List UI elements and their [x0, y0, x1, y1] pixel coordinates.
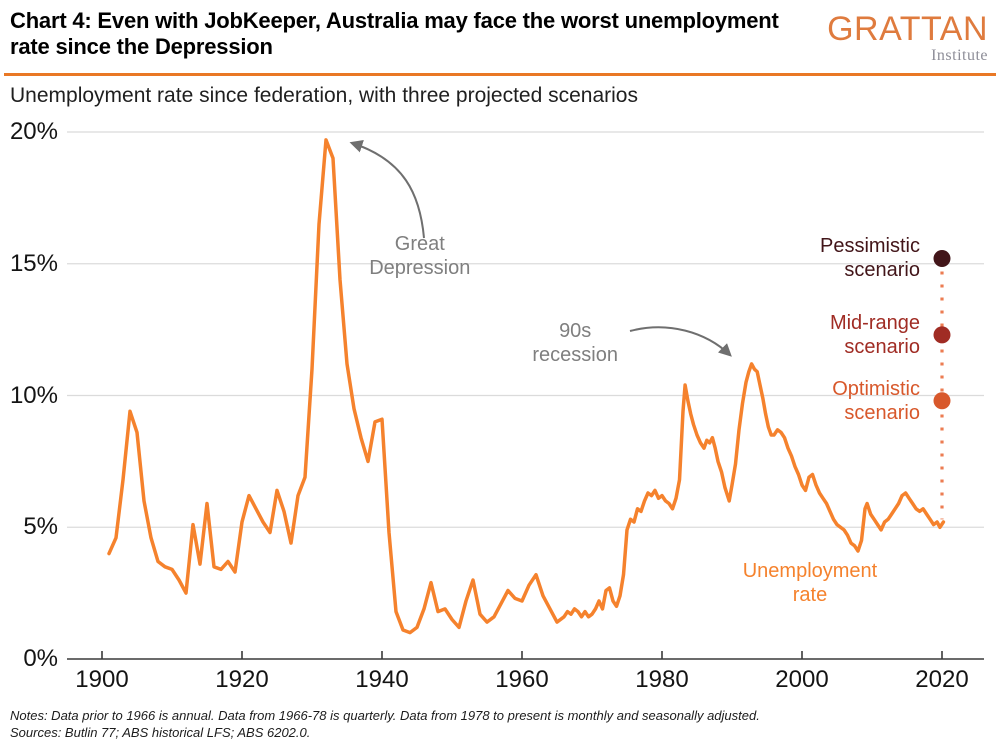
x-tick-label-1920: 1920 — [215, 666, 269, 693]
nineties-recession-arrow — [629, 326, 732, 357]
scenario-dot-optimistic — [933, 392, 951, 410]
y-tick-label-20%: 20% — [9, 118, 58, 145]
x-tick-label-1900: 1900 — [75, 666, 129, 693]
great-depression-arrow — [349, 140, 425, 239]
y-tick-label-15%: 15% — [9, 249, 58, 277]
series-label-unemployment-rate: Unemployment rate — [742, 560, 878, 606]
chart-sources: Sources: Butlin 77; ABS historical LFS; … — [10, 725, 311, 740]
grattan-logo: GRATTAN Institute — [827, 12, 988, 65]
nineties-recession-label: 90s recession — [532, 319, 618, 366]
scenario-label-mid-range: Mid-range scenario — [829, 311, 920, 358]
x-tick-label-2000: 2000 — [775, 666, 829, 693]
scenario-dot-pessimistic — [933, 249, 951, 267]
scenario-label-optimistic: Optimistic scenario — [832, 377, 920, 424]
chart-notes: Notes: Data prior to 1966 is annual. Dat… — [10, 708, 760, 723]
y-tick-label-5%: 5% — [23, 513, 58, 541]
page-title: Chart 4: Even with JobKeeper, Australia … — [10, 8, 779, 59]
great-depression-label: Great Depression — [369, 232, 471, 279]
grattan-wordmark: GRATTAN — [827, 10, 988, 48]
x-tick-label-2020: 2020 — [915, 666, 969, 693]
x-tick-label-1940: 1940 — [355, 666, 409, 693]
scenario-label-pessimistic: Pessimistic scenario — [819, 235, 920, 282]
title-divider-rule — [4, 73, 996, 76]
chart-subtitle: Unemployment rate since federation, with… — [10, 84, 638, 107]
x-tick-label-1980: 1980 — [635, 666, 689, 693]
grattan-institute-label: Institute — [931, 47, 988, 64]
scenario-dot-mid-range — [933, 326, 951, 344]
x-tick-label-1960: 1960 — [495, 666, 549, 693]
y-tick-label-10%: 10% — [9, 381, 58, 409]
unemployment-rate-line — [107, 138, 946, 635]
y-tick-label-0%: 0% — [23, 645, 58, 672]
